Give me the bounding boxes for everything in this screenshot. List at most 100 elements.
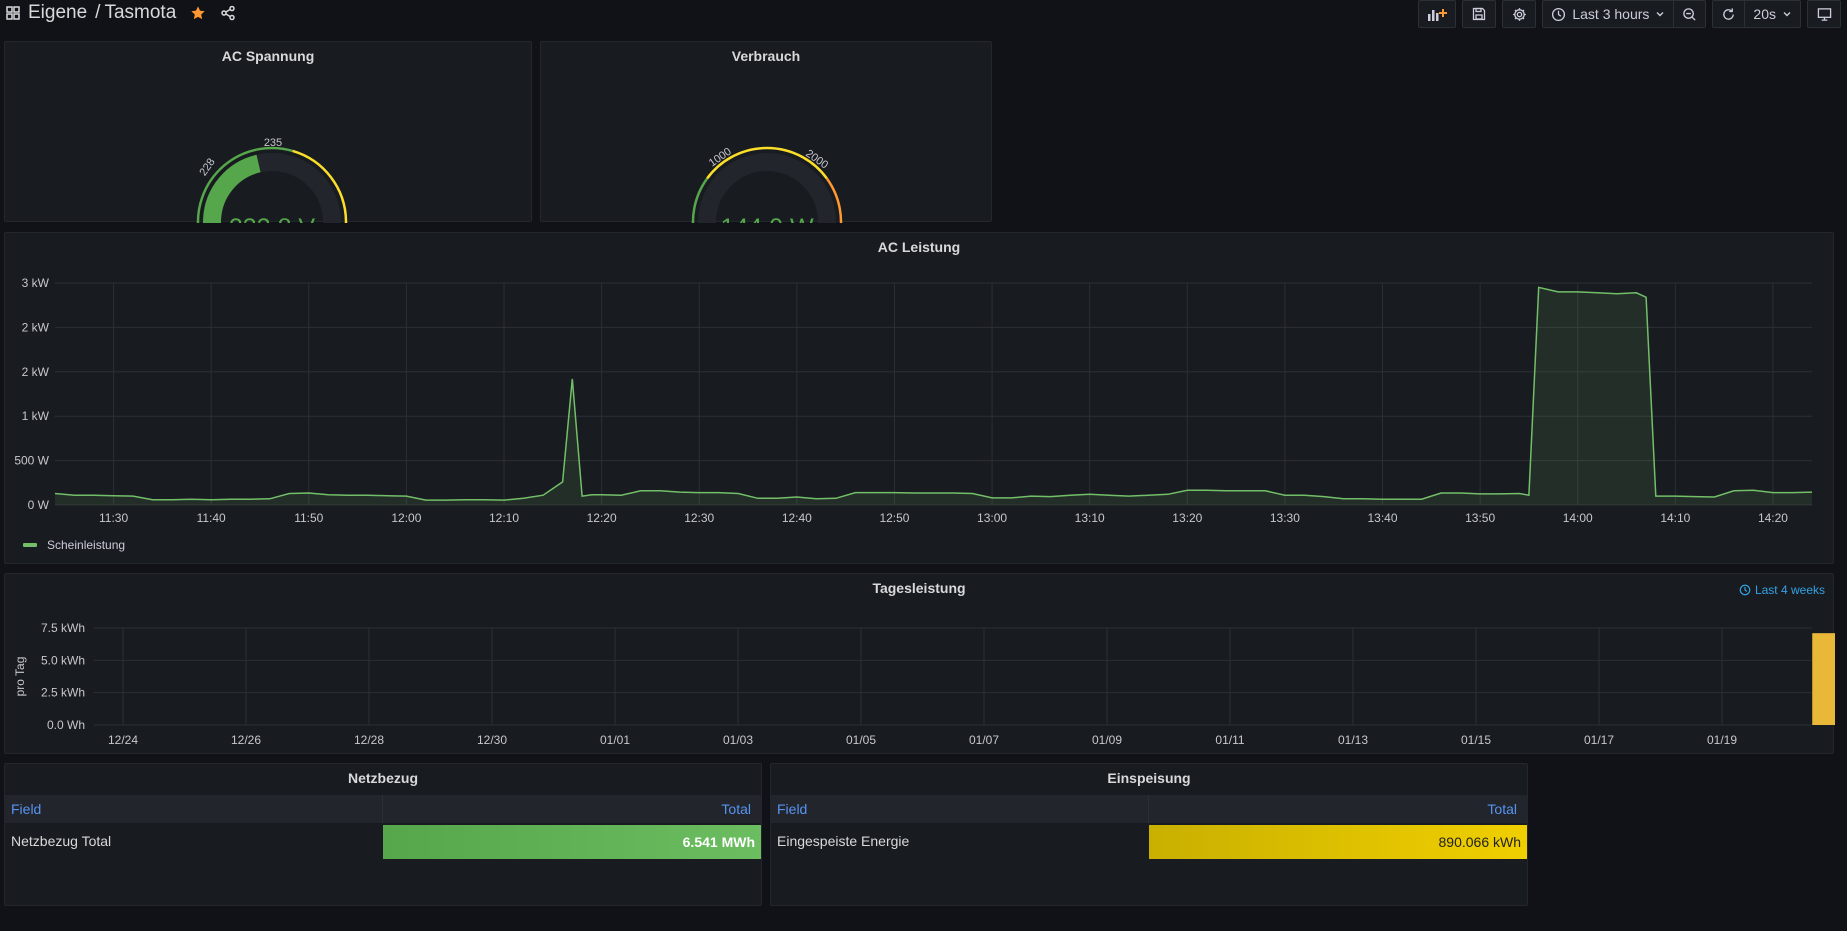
save-dashboard-button[interactable] [1462,0,1497,28]
gauge-threshold-arc-0 [691,177,709,223]
monitor-icon [1817,7,1831,21]
x-tick-label: 01/11 [1215,733,1244,747]
x-tick-label: 01/19 [1707,733,1737,747]
panel-title: Tagesleistung [872,580,966,596]
y-tick-label: 1 kW [22,409,50,423]
x-tick-label: 01/17 [1584,733,1614,747]
y-tick-label: 500 W [14,454,49,468]
cell-total-value: 6.541 MWh [682,834,755,850]
x-tick-label: 12:20 [587,511,617,525]
y-tick-label: 0 W [28,498,50,512]
x-tick-label: 12:40 [782,511,812,525]
cell-total-value: 890.066 kWh [1438,834,1522,850]
ac-leistung-chart: 0 W 500 W 1 kW 2 kW 2 kW 3 kW 11:30 11:40 11:50 1… [14,276,1813,525]
save-icon [1473,7,1486,21]
time-range-picker[interactable]: Last 3 hours [1543,1,1673,27]
bar-panel-tagesleistung[interactable]: Tagesleistung Last 4 weeks 0.0 Wh 2.5 kWh… [4,573,1835,754]
y-tick-label: 0.0 Wh [47,718,85,732]
clock-icon [1739,584,1751,596]
x-tick-label: 13:50 [1465,511,1495,525]
series-line-scheinleistung [54,286,1813,501]
share-icon[interactable] [220,5,236,21]
x-tick-label: 12/26 [231,733,261,747]
column-divider [1148,795,1149,823]
gauge-track [698,153,836,223]
x-tick-label: 11:40 [197,511,226,525]
x-tick-label: 01/05 [846,733,876,747]
gear-icon [1512,7,1526,21]
gauge-threshold-arc-1 [706,146,828,180]
legend: Scheinleistung [23,538,125,552]
bar-01/20 [1812,633,1835,725]
time-range-label: Last 3 hours [1572,6,1650,22]
column-header-field[interactable]: Field [777,801,808,817]
table-panel-netzbezug[interactable]: Netzbezug Field Total Netzbezug Total 6.… [4,763,762,906]
gauge-panel-ac-spannung[interactable]: AC Spannung 220 228 235 250 233.8 V [4,41,532,223]
y-tick-label: 2.5 kWh [41,686,85,700]
table-row: Eingespeiste Energie 890.066 kWh [771,825,1527,859]
gauge-tick-235: 235 [264,137,282,149]
panel-title: Verbrauch [731,48,801,64]
time-picker-group: Last 3 hours [1542,0,1707,28]
x-tick-label: 12:00 [391,511,421,525]
y-tick-label: 7.5 kWh [41,621,85,635]
x-tick-label: 12:50 [879,511,909,525]
refresh-interval-picker[interactable]: 20s [1744,1,1800,27]
y-axis-label: pro Tag [13,657,27,697]
dashboard-title[interactable]: Tasmota [104,2,177,23]
x-tick-label: 14:00 [1563,511,1593,525]
panel-title: AC Spannung [221,48,315,64]
x-tick-label: 12:30 [684,511,714,525]
x-tick-label: 14:20 [1758,511,1788,525]
gauge-track [203,153,341,223]
dashboards-grid-icon[interactable] [6,6,20,20]
x-tick-label: 01/13 [1338,733,1368,747]
table-header: Field Total [5,795,761,823]
gauge-value-arc [203,154,261,223]
refresh-icon [1723,7,1735,20]
gauge-value: 144.0 W [720,214,814,223]
zoom-out-button[interactable] [1673,1,1705,27]
tv-mode-button[interactable] [1807,0,1841,28]
x-tick-label: 14:10 [1660,511,1690,525]
clock-icon [1552,7,1566,21]
breadcrumb: Eigene / Tasmota [6,2,236,24]
star-icon[interactable] [190,5,206,21]
timeseries-panel-ac-leistung[interactable]: AC Leistung 0 W 500 W 1 kW 2 kW 2 kW 3 kW 11:3… [4,232,1834,564]
x-tick-label: 13:00 [977,511,1007,525]
add-panel-button[interactable] [1418,0,1457,28]
x-tick-label: 01/15 [1461,733,1491,747]
table-panel-einspeisung[interactable]: Einspeisung Field Total Eingespeiste Ene… [770,763,1528,906]
column-header-total[interactable]: Total [1487,801,1517,817]
chevron-down-icon [1783,12,1791,17]
tagesleistung-chart: 0.0 Wh 2.5 kWh 5.0 kWh 7.5 kWh pro Tag 12/24 1… [13,621,1835,747]
column-header-field[interactable]: Field [11,801,42,817]
gauge-threshold-arc-2 [292,149,348,223]
breadcrumb-separator: / [95,2,101,23]
panel-title: Einspeisung [1107,770,1191,786]
dashboard-topbar: Eigene / Tasmota Last 3 hours [0,0,1847,30]
x-tick-label: 13:30 [1270,511,1300,525]
x-tick-label: 12:10 [489,511,519,525]
y-tick-label: 5.0 kWh [41,653,85,667]
column-header-total[interactable]: Total [721,801,751,817]
x-tick-label: 11:30 [99,511,128,525]
refresh-button[interactable] [1713,1,1744,27]
panel-title: Netzbezug [348,770,418,786]
x-tick-label: 13:20 [1172,511,1202,525]
gauge-panel-verbrauch[interactable]: Verbrauch 0 1000 2000 3000 144.0 W [540,41,992,223]
breadcrumb-folder[interactable]: Eigene [28,2,88,23]
table-header: Field Total [771,795,1527,823]
refresh-interval-label: 20s [1753,6,1776,22]
table-row: Netzbezug Total 6.541 MWh [5,825,761,859]
x-tick-label: 12/30 [477,733,507,747]
dashboard-settings-button[interactable] [1502,0,1537,28]
x-tick-label: 13:10 [1075,511,1105,525]
legend-swatch [23,543,37,547]
panel-title: AC Leistung [877,239,961,255]
x-tick-label: 01/01 [600,733,630,747]
x-tick-label: 01/09 [1092,733,1122,747]
y-tick-label: 2 kW [22,320,50,334]
time-shift-label: Last 4 weeks [1754,583,1825,597]
legend-label-scheinleistung[interactable]: Scheinleistung [47,538,126,552]
